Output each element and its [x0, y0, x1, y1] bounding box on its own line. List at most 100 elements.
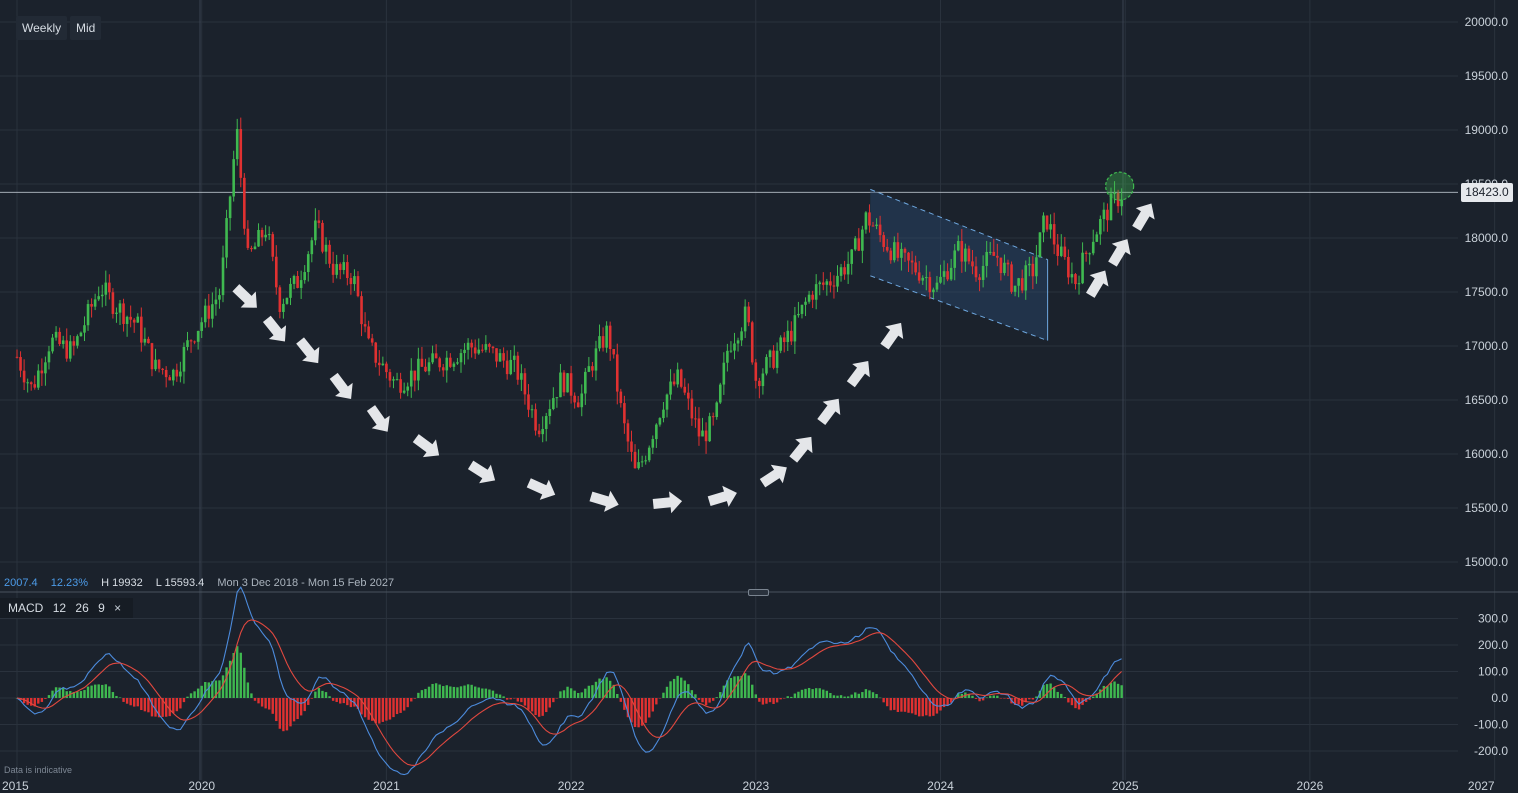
macd-histogram-bar [118, 697, 122, 698]
macd-histogram-bar [367, 698, 370, 720]
macd-histogram-bar [445, 685, 448, 698]
macd-signal: 9 [98, 601, 105, 615]
candle-body [637, 462, 640, 469]
candle-body [1035, 257, 1038, 277]
macd-histogram-bar [111, 692, 115, 698]
macd-histogram-bar [505, 698, 509, 700]
candle-body [349, 278, 353, 285]
macd-histogram-bar [246, 682, 250, 698]
candle-body [598, 336, 601, 349]
candle-body [218, 295, 221, 300]
candle-body [175, 369, 179, 377]
macd-histogram-bar [30, 698, 33, 706]
macd-histogram-bar [992, 695, 995, 698]
candle-body [974, 266, 978, 278]
trend-arrow [817, 398, 841, 425]
macd-histogram-bar [981, 698, 985, 701]
candle-body [900, 248, 903, 258]
candle-body [108, 282, 111, 293]
macd-histogram-bar [584, 688, 587, 698]
macd-histogram-bar [960, 693, 964, 698]
candle-body [1095, 234, 1099, 242]
macd-histogram-bar [136, 698, 139, 707]
macd-histogram-bar [726, 680, 729, 698]
macd-histogram-bar [275, 698, 278, 722]
macd-histogram-bar [569, 688, 573, 698]
macd-histogram-bar [797, 691, 800, 698]
candle-body [985, 251, 988, 266]
candle-body [701, 430, 704, 437]
candle-body [697, 418, 701, 437]
x-tick-label: 2024 [927, 779, 954, 793]
macd-histogram-bar [410, 698, 413, 702]
candle-body [889, 250, 893, 261]
macd-histogram-bar [122, 698, 125, 702]
panel-resize-handle[interactable] [748, 589, 769, 596]
macd-histogram-bar [566, 686, 569, 698]
macd-histogram-bar [90, 685, 93, 698]
interval-button[interactable]: Weekly [16, 16, 68, 40]
trend-arrow [789, 436, 813, 463]
candle-body [1038, 232, 1042, 258]
macd-histogram-bar [250, 693, 253, 698]
macd-histogram-bar [40, 698, 44, 702]
macd-histogram-bar [509, 698, 512, 700]
x-tick-label: 2015 [2, 779, 29, 793]
macd-histogram-bar [587, 685, 591, 698]
current-price-badge: 18423.0 [1461, 183, 1513, 202]
candle-body [807, 294, 811, 302]
macd-histogram-bar [790, 696, 793, 698]
candle-body [576, 402, 580, 408]
macd-histogram-bar [299, 698, 303, 716]
macd-histogram-bar [140, 698, 143, 711]
macd-histogram-bar [303, 698, 306, 712]
candle-body [917, 272, 921, 281]
candle-body [718, 384, 722, 403]
x-tick-label: 2021 [373, 779, 400, 793]
candle-body [19, 357, 22, 371]
candle-body [612, 348, 616, 355]
macd-histogram-bar [243, 667, 246, 698]
candle-body [619, 391, 623, 404]
candle-body [214, 299, 218, 305]
macd-histogram-bar [406, 698, 409, 708]
x-tick-label: 2027 [1468, 779, 1495, 793]
macd-histogram-bar [395, 698, 399, 715]
candle-body [413, 370, 417, 381]
macd-histogram-bar [399, 698, 402, 713]
macd-histogram-bar [818, 688, 821, 698]
macd-histogram-bar [939, 698, 942, 711]
candle-body [207, 305, 211, 319]
macd-histogram-bar [765, 698, 768, 704]
candle-body [306, 254, 310, 273]
candle-body [672, 381, 676, 385]
candle-body [360, 296, 363, 325]
candle-body [743, 306, 747, 332]
macd-histogram-bar [736, 676, 740, 698]
macd-histogram-bar [783, 698, 786, 699]
candle-body [932, 289, 935, 293]
macd-histogram-bar [264, 698, 267, 709]
macd-histogram-bar [996, 695, 999, 698]
macd-histogram-bar [133, 698, 136, 707]
macd-histogram-bar [314, 691, 317, 698]
candle-body [790, 330, 793, 342]
macd-histogram-bar [442, 686, 445, 698]
macd-histogram-bar [513, 698, 516, 699]
macd-histogram-bar [917, 698, 921, 717]
candle-body [484, 344, 488, 350]
candle-body [505, 360, 509, 375]
price-type-button[interactable]: Mid [70, 16, 102, 40]
macd-histogram-bar [893, 698, 896, 710]
macd-histogram-bar [573, 690, 576, 698]
candle-body [1003, 262, 1006, 274]
candle-body [772, 350, 775, 368]
close-icon[interactable]: × [114, 601, 122, 615]
macd-histogram-bar [545, 698, 548, 713]
macd-histogram-bar [392, 698, 395, 718]
macd-histogram-bar [296, 698, 299, 720]
axes-labels: 20000.019500.019000.018500.018000.017500… [2, 15, 1508, 793]
candle-body [793, 315, 797, 342]
candle-body [615, 354, 619, 392]
